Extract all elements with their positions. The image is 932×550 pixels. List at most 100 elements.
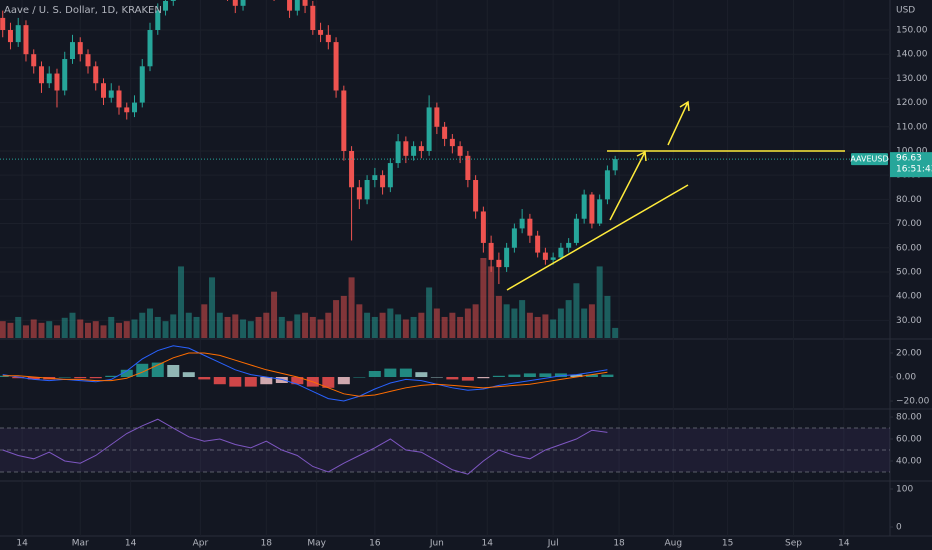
volume-bar: [557, 308, 564, 338]
candle-body: [62, 59, 68, 91]
candle-body: [473, 180, 479, 212]
volume-bar: [224, 316, 231, 338]
volume-bar: [364, 312, 371, 338]
volume-bar: [38, 322, 45, 338]
candle-body: [566, 242, 572, 248]
candle-body: [240, 0, 246, 6]
histogram-bar: [554, 373, 567, 378]
candle-body: [573, 218, 579, 243]
candle-body: [434, 107, 440, 127]
candle-body: [139, 66, 145, 103]
y-tick-label: 130.00: [896, 74, 928, 84]
candle-body: [325, 34, 331, 43]
x-tick-label: Apr: [193, 539, 209, 549]
indicator-line: [2, 352, 608, 397]
volume-bar: [271, 291, 278, 338]
x-tick-label: Mar: [72, 539, 89, 549]
volume-bar: [325, 312, 332, 338]
candle-body: [318, 30, 324, 35]
y-tick-label: −20.00: [896, 397, 930, 407]
candle-body: [23, 25, 29, 55]
volume-bar: [534, 316, 541, 338]
y-tick-label: 110.00: [896, 122, 928, 132]
candle-body: [457, 146, 463, 156]
candle-body: [589, 194, 595, 224]
volume-bar: [356, 304, 363, 338]
y-tick-label: 80.00: [896, 413, 922, 423]
volume-bar: [588, 304, 595, 338]
volume-bar: [418, 312, 425, 338]
x-tick-label: 18: [613, 539, 625, 549]
x-tick-label: 14: [482, 539, 494, 549]
histogram-bar: [167, 364, 180, 378]
candle-body: [535, 235, 541, 253]
candle-body: [465, 155, 471, 181]
volume-bar: [340, 295, 347, 338]
candle-body: [403, 141, 409, 156]
candle-body: [395, 141, 401, 164]
candle-body: [155, 10, 161, 31]
y-tick-label: 120.00: [896, 98, 928, 108]
currency-label: USD: [896, 6, 915, 16]
volume-bar: [379, 312, 386, 338]
indicator-line: [2, 418, 608, 475]
volume-bar: [193, 316, 200, 338]
candle-body: [496, 259, 502, 268]
candle-body: [581, 194, 587, 219]
y-tick-label: 100.00: [896, 146, 928, 156]
volume-bar: [302, 312, 309, 338]
candle-body: [380, 175, 386, 188]
y-tick-label: 60.00: [896, 243, 922, 253]
candles: [0, 0, 619, 338]
histogram-bar: [384, 368, 397, 378]
candle-body: [31, 54, 37, 67]
volume-bar: [511, 308, 518, 338]
volume-bar: [255, 316, 262, 338]
volume-bar: [7, 322, 14, 338]
volume-bar: [294, 314, 301, 338]
volume-bar: [449, 312, 456, 338]
y-tick-label: 30.00: [896, 316, 922, 326]
symbol-label: AAVEUSD: [850, 155, 888, 164]
y-tick-label: 0: [896, 522, 902, 532]
candle-body: [294, 0, 300, 11]
volume-bar: [333, 300, 340, 338]
candle-body: [124, 107, 130, 113]
histogram-bar: [601, 374, 614, 378]
histogram-bar: [260, 377, 273, 385]
x-tick-label: 18: [261, 539, 273, 549]
candle-body: [442, 126, 448, 139]
histogram-bar: [492, 375, 505, 378]
histogram-bar: [570, 374, 583, 378]
candle-body: [511, 228, 517, 248]
candle-body: [341, 90, 347, 151]
y-tick-label: 60.00: [896, 435, 922, 445]
volume-bar: [604, 295, 611, 338]
candle-body: [480, 211, 486, 243]
x-tick-label: 15: [722, 539, 733, 549]
histogram-bar: [585, 374, 598, 378]
volume-bar: [317, 319, 324, 338]
volume-bar: [263, 312, 270, 338]
candle-body: [411, 146, 417, 156]
candle-body: [0, 17, 6, 31]
candle-body: [232, 0, 238, 6]
candle-body: [46, 73, 52, 84]
volume-bar: [240, 319, 247, 338]
volume-bar: [278, 316, 285, 338]
histogram-bar: [89, 377, 102, 379]
histogram-bar: [337, 377, 350, 385]
volume-bar: [92, 321, 99, 338]
volume-bar: [46, 321, 53, 338]
histogram-bar: [120, 369, 133, 378]
candle-body: [542, 252, 548, 260]
volume-bar: [100, 325, 107, 338]
last-price-label: 96.63: [896, 154, 922, 164]
histogram-bar: [27, 377, 40, 380]
histogram-bar: [0, 375, 9, 378]
candle-body: [302, 0, 308, 6]
volume-bar: [495, 295, 502, 338]
arrow: [609, 151, 646, 221]
rsi: [2, 418, 608, 475]
